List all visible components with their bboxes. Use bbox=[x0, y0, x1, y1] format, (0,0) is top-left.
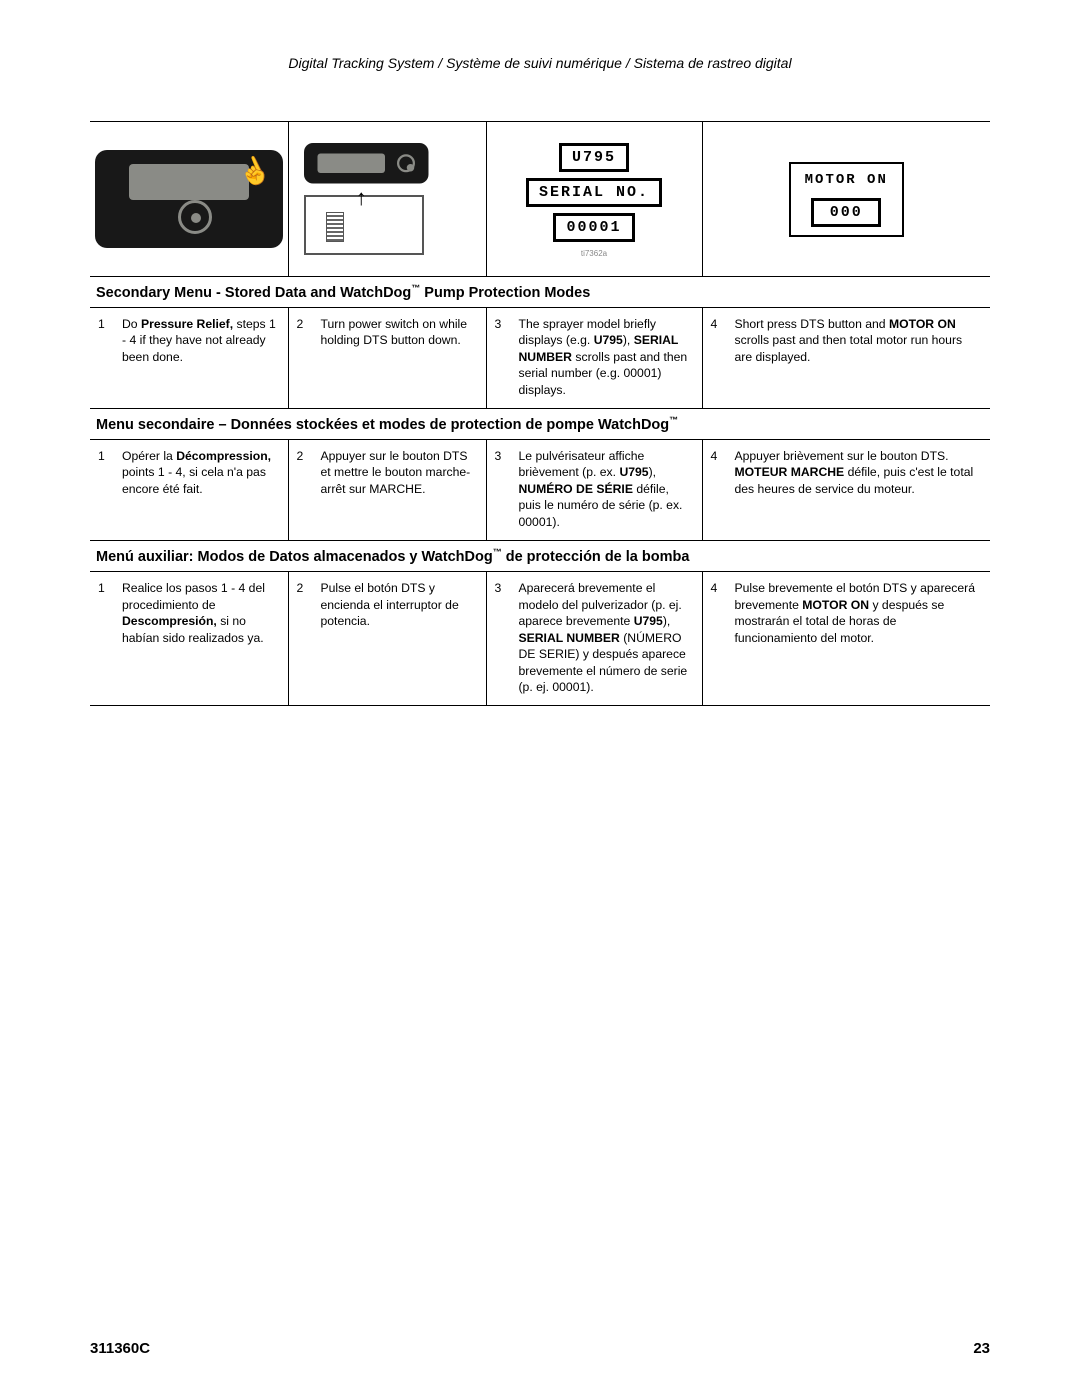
up-arrow-icon: ↑ bbox=[356, 185, 367, 211]
illustration-1: ☝ bbox=[90, 122, 288, 277]
step-number: 3 bbox=[495, 448, 519, 530]
section-heading: Secondary Menu - Stored Data and WatchDo… bbox=[90, 277, 990, 308]
step-cell: 3Aparecerá brevemente el modelo del pulv… bbox=[486, 572, 702, 706]
step-text: The sprayer model briefly displays (e.g.… bbox=[519, 316, 694, 398]
display-u795: U795 bbox=[559, 143, 629, 172]
illustration-row: ☝ ↑ U795 S bbox=[90, 122, 990, 277]
step-text: Le pulvérisateur affiche brièvement (p. … bbox=[519, 448, 694, 530]
step-text: Realice los pasos 1 - 4 del procedimient… bbox=[122, 580, 280, 646]
step-text: Appuyer sur le bouton DTS et mettre le b… bbox=[321, 448, 478, 497]
step-cell: 1Realice los pasos 1 - 4 del procedimien… bbox=[90, 572, 288, 706]
doc-number: 311360C bbox=[90, 1340, 150, 1357]
step-text: Do Pressure Relief, steps 1 - 4 if they … bbox=[122, 316, 280, 365]
instruction-table: ☝ ↑ U795 S bbox=[90, 121, 990, 706]
step-text: Opérer la Décompres­sion, points 1 - 4, … bbox=[122, 448, 280, 497]
dts-display-small-icon bbox=[304, 143, 429, 184]
motor-hours-value: 000 bbox=[811, 198, 881, 227]
step-number: 1 bbox=[98, 316, 122, 365]
display-motor: MOTOR ON 000 bbox=[789, 162, 904, 237]
step-number: 1 bbox=[98, 580, 122, 646]
page-number: 23 bbox=[973, 1340, 990, 1357]
display-serial-num: 00001 bbox=[553, 213, 634, 242]
display-serial-label: SERIAL NO. bbox=[526, 178, 662, 207]
illustration-4: MOTOR ON 000 bbox=[702, 122, 990, 277]
step-number: 1 bbox=[98, 448, 122, 497]
step-text: Aparecerá brevemente el modelo del pulve… bbox=[519, 580, 694, 695]
step-text: Turn power switch on while holding DTS b… bbox=[321, 316, 478, 349]
step-text: Short press DTS button and MOTOR ON scro… bbox=[735, 316, 983, 365]
step-number: 2 bbox=[297, 580, 321, 629]
step-text: Pulse el botón DTS y encienda el interru… bbox=[321, 580, 478, 629]
step-cell: 3The sprayer model briefly displays (e.g… bbox=[486, 307, 702, 408]
power-switch-icon: ↑ bbox=[304, 195, 424, 255]
step-cell: 4Appuyer brièvement sur le bouton DTS. M… bbox=[702, 440, 990, 541]
step-text: Appuyer brièvement sur le bouton DTS. MO… bbox=[735, 448, 983, 497]
motor-on-label: MOTOR ON bbox=[805, 172, 888, 188]
page-footer: 311360C 23 bbox=[90, 1340, 990, 1357]
step-number: 2 bbox=[297, 316, 321, 349]
dts-display-icon: ☝ bbox=[95, 150, 283, 248]
step-number: 4 bbox=[711, 448, 735, 497]
step-cell: 4Short press DTS button and MOTOR ON scr… bbox=[702, 307, 990, 408]
illustration-3: U795 SERIAL NO. 00001 ti7362a bbox=[486, 122, 702, 277]
illustration-ref: ti7362a bbox=[523, 249, 665, 258]
step-cell: 2Pulse el botón DTS y encienda el interr… bbox=[288, 572, 486, 706]
step-cell: 1Do Pressure Relief, steps 1 - 4 if they… bbox=[90, 307, 288, 408]
section-heading: Menú auxiliar: Modos de Datos almacenado… bbox=[90, 541, 990, 572]
step-number: 2 bbox=[297, 448, 321, 497]
step-cell: 1Opérer la Décompres­sion, points 1 - 4,… bbox=[90, 440, 288, 541]
illustration-2: ↑ bbox=[288, 122, 486, 277]
step-cell: 3Le pulvérisateur affiche brièvement (p.… bbox=[486, 440, 702, 541]
step-cell: 4Pulse brevemente el botón DTS y aparece… bbox=[702, 572, 990, 706]
step-number: 3 bbox=[495, 580, 519, 695]
page-header: Digital Tracking System / Système de sui… bbox=[90, 55, 990, 71]
section-heading: Menu secondaire – Données stockées et mo… bbox=[90, 409, 990, 440]
step-text: Pulse brevemente el botón DTS y aparecer… bbox=[735, 580, 983, 646]
step-cell: 2Appuyer sur le bouton DTS et mettre le … bbox=[288, 440, 486, 541]
step-number: 3 bbox=[495, 316, 519, 398]
step-number: 4 bbox=[711, 580, 735, 646]
step-cell: 2Turn power switch on while holding DTS … bbox=[288, 307, 486, 408]
step-number: 4 bbox=[711, 316, 735, 365]
